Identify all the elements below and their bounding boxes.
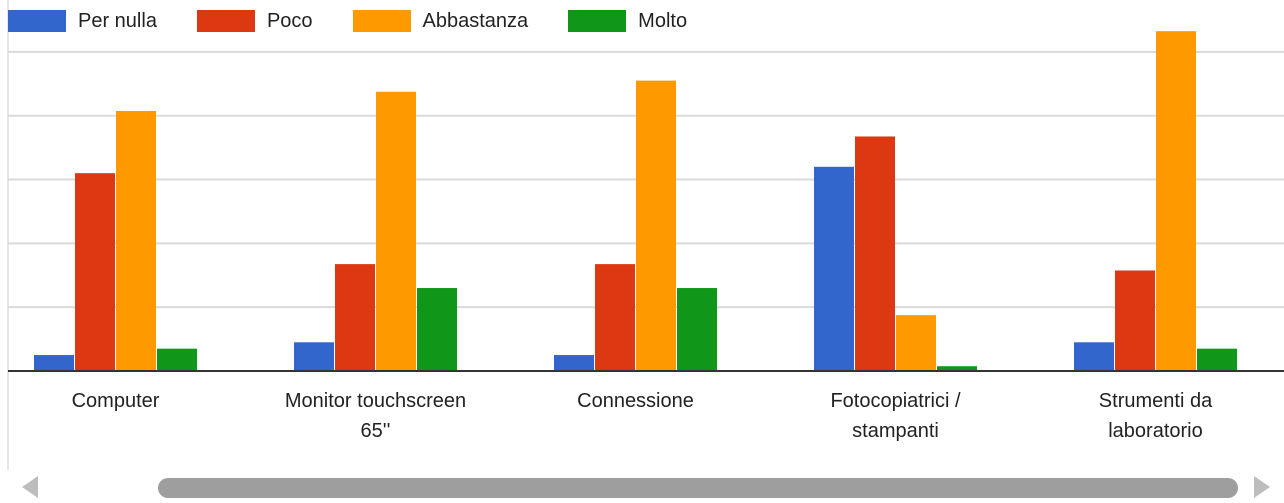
bar-abbastanza-2[interactable] (376, 91, 416, 371)
scrollbar-thumb[interactable] (158, 478, 1238, 498)
x-tick-label: Monitor touchscreen 65'' (256, 386, 496, 446)
legend-item[interactable]: Abbastanza (352, 9, 529, 33)
x-tick-label-line: stampanti (852, 420, 939, 442)
bar-poco-5[interactable] (1115, 270, 1155, 371)
legend: Per nulla Poco Abbastanza Molto (8, 8, 727, 34)
bar-chart (7, 0, 1284, 470)
x-tick-label-line: Connessione (577, 390, 694, 412)
legend-item[interactable]: Per nulla (8, 10, 157, 33)
bar-molto-4[interactable] (937, 366, 977, 371)
bar-per-nulla-2[interactable] (294, 342, 334, 371)
legend-swatch (352, 10, 411, 32)
legend-item[interactable]: Poco (196, 9, 313, 33)
bar-molto-2[interactable] (417, 288, 457, 371)
legend-swatch (568, 10, 627, 32)
legend-swatch (196, 10, 255, 32)
chevron-left-icon[interactable] (22, 476, 38, 498)
legend-label: Poco (266, 9, 313, 32)
x-tick-label: Strumenti da laboratorio (1036, 386, 1276, 446)
bar-poco-4[interactable] (855, 136, 895, 371)
bar-abbastanza-1[interactable] (116, 110, 156, 371)
x-tick-label: Computer (0, 386, 236, 416)
legend-label: Abbastanza (422, 9, 529, 32)
bar-per-nulla-3[interactable] (554, 355, 594, 371)
legend-swatch (8, 10, 66, 32)
bar-abbastanza-3[interactable] (636, 80, 676, 372)
bar-poco-2[interactable] (335, 264, 375, 371)
legend-label: Molto (638, 9, 688, 32)
bar-poco-1[interactable] (75, 173, 115, 371)
bar-molto-1[interactable] (157, 348, 197, 371)
x-tick-label-line: 65'' (360, 420, 391, 442)
x-tick-label-line: laboratorio (1108, 420, 1203, 442)
x-tick-label: Fotocopiatrici / stampanti (776, 386, 1016, 446)
bar-per-nulla-1[interactable] (34, 355, 74, 371)
bar-poco-3[interactable] (595, 264, 635, 371)
bar-abbastanza-5[interactable] (1156, 31, 1196, 371)
horizontal-scrollbar[interactable] (8, 470, 1284, 503)
legend-item[interactable]: Molto (568, 10, 687, 33)
bar-molto-5[interactable] (1197, 348, 1237, 371)
legend-label: Per nulla (78, 9, 157, 32)
chevron-right-icon[interactable] (1254, 476, 1270, 498)
bar-molto-3[interactable] (677, 288, 717, 371)
bar-per-nulla-5[interactable] (1074, 342, 1114, 371)
bar-per-nulla-4[interactable] (814, 166, 854, 371)
x-tick-label-line: Strumenti da (1098, 390, 1213, 412)
bar-abbastanza-4[interactable] (896, 315, 936, 371)
x-tick-label: Connessione (516, 386, 756, 416)
x-tick-label-line: Computer (71, 390, 160, 412)
bars (34, 31, 1237, 372)
x-tick-label-line: Monitor touchscreen (284, 390, 467, 412)
x-tick-label-line: Fotocopiatrici / (830, 390, 961, 412)
